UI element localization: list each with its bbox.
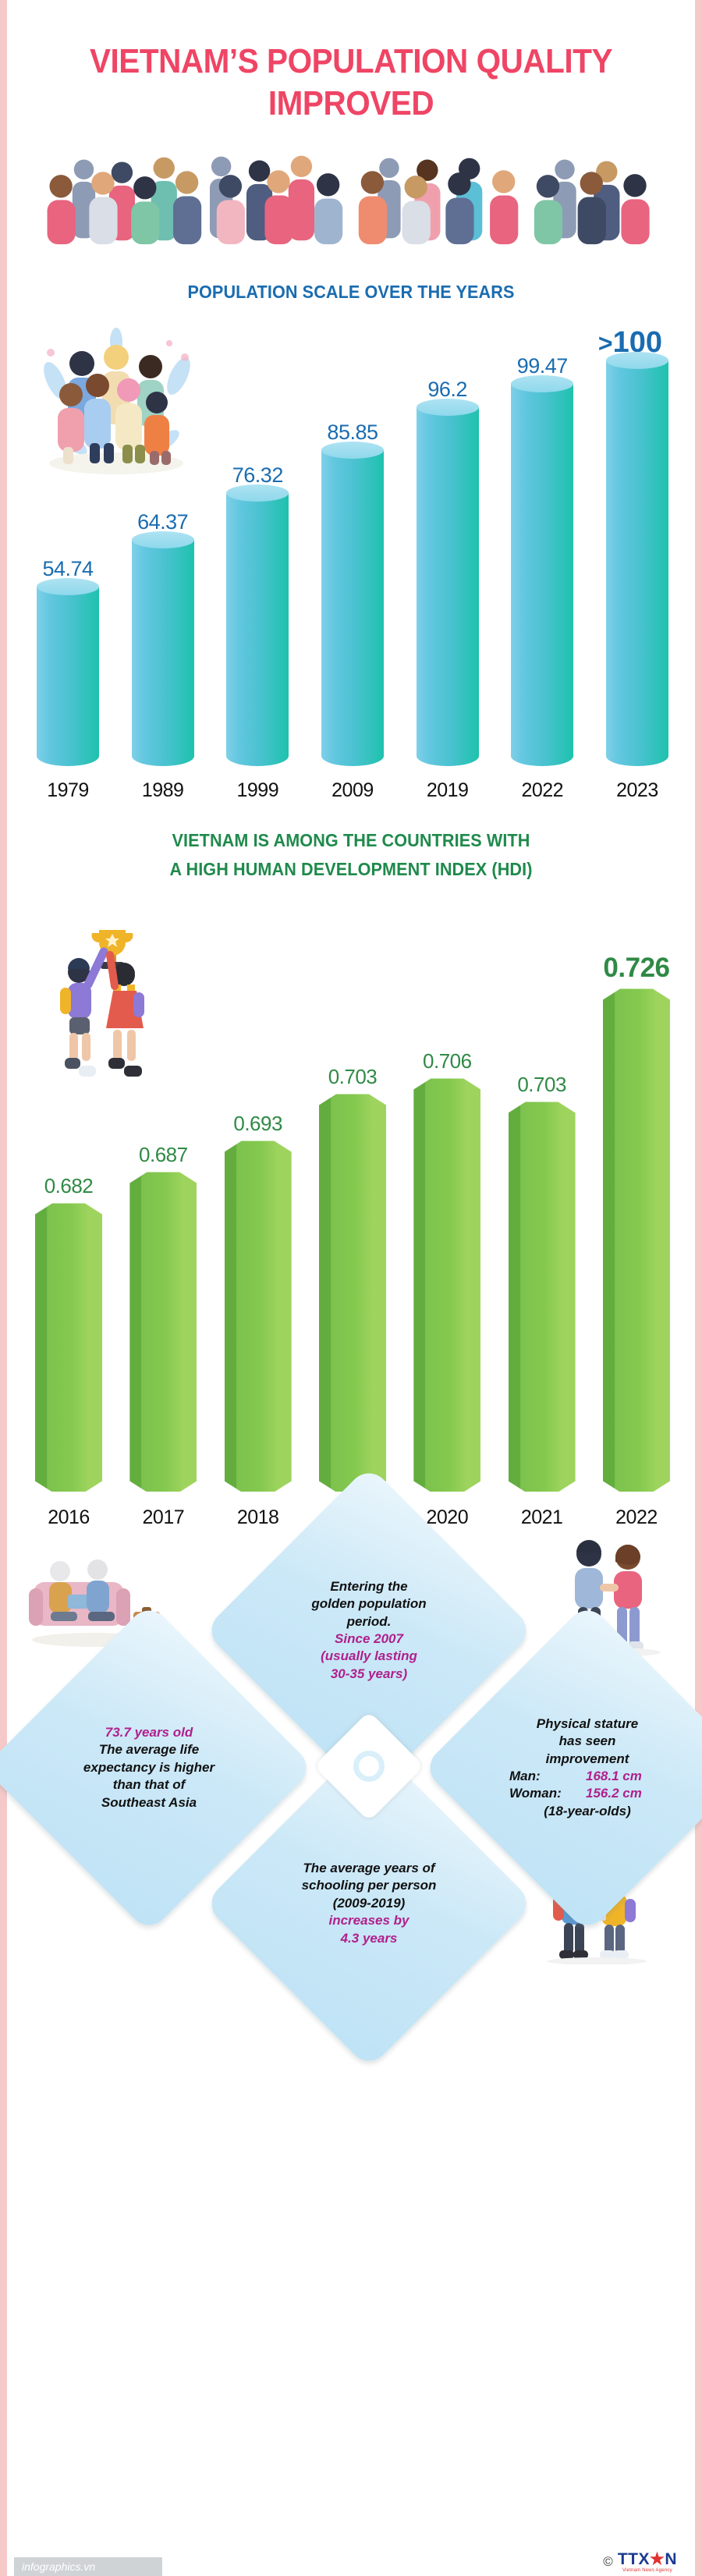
year-label: 2016	[48, 1506, 90, 1529]
fact-line: schooling per person	[301, 1878, 437, 1893]
hdi-heading-line-2: A HIGH HUMAN DEVELOPMENT INDEX (HDI)	[169, 859, 533, 880]
fact-line: (2009-2019)	[332, 1896, 406, 1911]
hdi-bar-2019: 0.703	[314, 897, 391, 1492]
logo-star-icon: ★	[650, 2550, 665, 2568]
bar-value: 96.2	[427, 378, 467, 402]
year-label: 2021	[520, 1506, 563, 1529]
title-line-1: VIETNAM’S POPULATION QUALITY	[89, 42, 613, 80]
fact-highlight: 30-35 years)	[330, 1666, 408, 1682]
footer-site-bar: infographics.vn	[14, 2557, 162, 2576]
hdi-bar-2018: 0.693	[220, 897, 296, 1492]
population-bar-2009: 85.85	[317, 318, 391, 771]
title-line-2: IMPROVED	[268, 83, 434, 122]
fact-line: Entering the	[330, 1579, 408, 1595]
fact-highlight: increases by	[328, 1913, 410, 1928]
population-section-heading: POPULATION SCALE OVER THE YEARS	[187, 282, 515, 303]
year-label: 2022	[615, 1506, 658, 1529]
fact-line: period.	[346, 1614, 392, 1630]
year-label: 2019	[426, 779, 469, 802]
footer: infographics.vn © TTX★N Vietnam News Age…	[14, 2543, 688, 2576]
fact-row-man: Man: 168.1 cm	[484, 1768, 690, 1785]
year-label: 1979	[47, 779, 89, 802]
logo-text-2: N	[665, 2550, 677, 2568]
copyright-symbol: ©	[603, 2554, 613, 2569]
hdi-bar-2020: 0.706	[409, 897, 485, 1492]
fact-line: Physical stature	[536, 1716, 639, 1732]
footer-logo: © TTX★N Vietnam News Agency	[603, 2551, 677, 2573]
hdi-bar-chart: 0.682 0.687 0.693 0.703 0.706 0.703	[24, 897, 681, 1529]
year-label: 2022	[521, 779, 564, 802]
group-hug-illustration-icon	[44, 328, 190, 475]
fact-highlight: Since 2007	[335, 1631, 403, 1647]
hdi-bars: 0.682 0.687 0.693 0.703 0.706 0.703	[24, 897, 681, 1492]
population-year-axis: 1979 1989 1999 2009 2019 2022 2023	[24, 779, 681, 802]
hdi-bar-2021: 0.703	[504, 897, 580, 1492]
fact-row-woman: Woman: 156.2 cm	[484, 1786, 690, 1803]
logo-text: TTX	[617, 2550, 650, 2568]
year-label: 2018	[236, 1506, 279, 1529]
year-label: 2009	[332, 779, 374, 802]
page-title: VIETNAM’S POPULATION QUALITY IMPROVED	[7, 0, 695, 132]
hdi-bar-2017: 0.687	[125, 897, 201, 1492]
year-label: 1989	[141, 779, 184, 802]
center-ring-icon	[346, 1744, 392, 1789]
fact-line: has seen	[558, 1733, 616, 1749]
man-value: 168.1 cm	[586, 1769, 642, 1784]
facts-diamond-group: Entering the golden population period. S…	[0, 1465, 702, 2070]
man-label: Man:	[509, 1769, 541, 1784]
fact-line: improvement	[545, 1751, 629, 1767]
population-bar-2023	[601, 318, 675, 771]
footer-site-label: infographics.vn	[22, 2560, 96, 2573]
population-bars: 54.74 64.37 76.32 85.85 96.2 99.47	[24, 318, 681, 771]
bar-value: 0.693	[233, 1112, 282, 1136]
hdi-heading-line-1: VIETNAM IS AMONG THE COUNTRIES WITH	[172, 830, 530, 851]
fact-line: The average life	[98, 1742, 200, 1758]
population-bar-chart: >100 million people 54.74 64.37 76.32 85…	[24, 318, 681, 802]
bar-value: 0.687	[139, 1143, 188, 1167]
hdi-bar-2022: 0.726	[598, 897, 675, 1492]
badge-gt-sign: >	[597, 329, 613, 358]
bar-value: 99.47	[516, 354, 569, 378]
logo-subtitle: Vietnam News Agency	[622, 2568, 672, 2573]
population-bar-1999: 76.32	[222, 318, 296, 771]
bar-value: 0.703	[517, 1073, 566, 1097]
population-bar-2022: 99.47	[506, 318, 581, 771]
bar-value: 0.726	[603, 953, 670, 984]
crowd-illustration	[30, 144, 672, 250]
year-label: 2020	[426, 1506, 469, 1529]
year-label: 2023	[616, 779, 658, 802]
bar-value: 0.703	[328, 1065, 378, 1089]
fact-highlight: 4.3 years	[340, 1931, 398, 1946]
population-bar-1989: 64.37	[127, 318, 201, 771]
fact-highlight: (usually lasting	[321, 1648, 417, 1664]
year-label: 2017	[142, 1506, 185, 1529]
kids-trophy-illustration-icon	[60, 930, 144, 1077]
year-label: 1999	[236, 779, 279, 802]
bar-value: 0.706	[423, 1049, 472, 1073]
fact-line: The average years of	[303, 1861, 435, 1876]
fact-highlight: 73.7 years old	[105, 1725, 193, 1740]
fact-line: Southeast Asia	[101, 1795, 197, 1811]
bar-value: 0.682	[44, 1174, 94, 1198]
fact-line: than that of	[112, 1777, 186, 1793]
bar-value: 85.85	[327, 420, 378, 445]
woman-value: 156.2 cm	[586, 1786, 642, 1801]
population-bar-1979: 54.74	[32, 318, 106, 771]
fact-line: (18-year-olds)	[544, 1804, 631, 1819]
bar-value: 76.32	[232, 463, 284, 488]
crowd-people-icon	[47, 156, 650, 245]
population-bar-2019: 96.2	[412, 318, 486, 771]
bar-value: 54.74	[42, 557, 94, 581]
woman-label: Woman:	[509, 1786, 562, 1801]
hdi-bar-2016: 0.682	[30, 897, 107, 1492]
fact-line: expectancy is higher	[83, 1760, 215, 1776]
fact-line: golden population	[311, 1596, 427, 1612]
bar-value: 64.37	[137, 510, 189, 534]
hdi-section-heading: VIETNAM IS AMONG THE COUNTRIES WITH A HI…	[7, 829, 695, 882]
